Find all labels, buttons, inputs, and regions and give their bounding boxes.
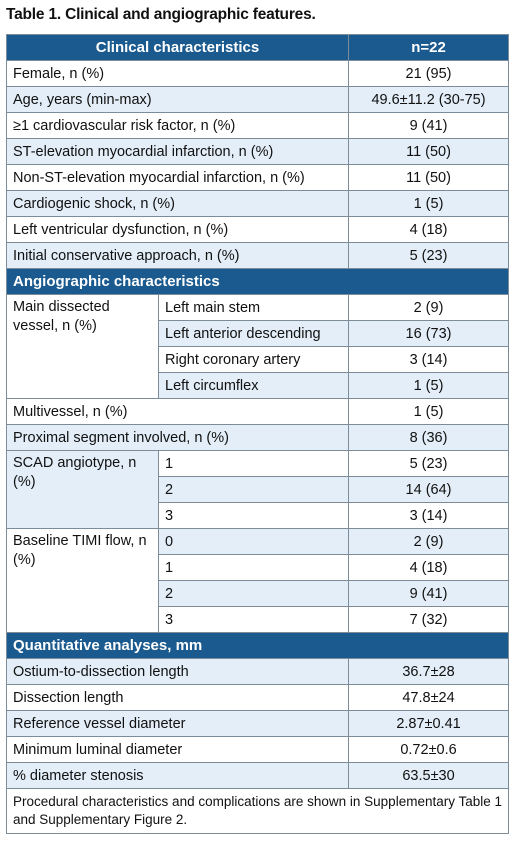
row-label: Non-ST-elevation myocardial infarction, …	[5, 164, 350, 191]
row-value: 4 (18)	[348, 554, 510, 581]
row-value: 1 (5)	[348, 398, 510, 425]
row-sublabel: Left circumflex	[157, 372, 350, 399]
table-row: Left ventricular dysfunction, n (%) 4 (1…	[5, 216, 510, 243]
angiotype-label: SCAD angiotype, n (%)	[6, 450, 159, 529]
table-row: Female, n (%) 21 (95)	[5, 60, 510, 87]
row-value: 2 (9)	[348, 528, 510, 555]
footnote-row: Procedural characteristics and complicat…	[5, 788, 510, 834]
table-row: Left circumflex 1 (5)	[7, 372, 510, 399]
table-row: Dissection length 47.8±24	[5, 684, 510, 711]
row-sublabel: 3	[157, 502, 350, 529]
row-value: 5 (23)	[348, 242, 510, 269]
row-sublabel: 2	[157, 476, 350, 503]
table-row: SCAD angiotype, n (%) 1 5 (23)	[6, 450, 510, 529]
row-sublabel: 1	[157, 450, 350, 477]
table-row: ≥1 cardiovascular risk factor, n (%) 9 (…	[5, 112, 510, 139]
row-value: 7 (32)	[348, 606, 510, 633]
clinical-header: Clinical characteristics	[5, 34, 350, 61]
table-row: Multivessel, n (%) 1 (5)	[5, 398, 510, 425]
row-value: 2.87±0.41	[348, 710, 510, 737]
quant-header-row: Quantitative analyses, mm	[5, 632, 510, 659]
row-sublabel: Left main stem	[157, 294, 350, 321]
row-value: 11 (50)	[348, 138, 510, 165]
footnote: Procedural characteristics and complicat…	[5, 788, 510, 834]
row-label: Proximal segment involved, n (%)	[5, 424, 350, 451]
table-row: 3 7 (32)	[7, 606, 510, 633]
table-row: ST-elevation myocardial infarction, n (%…	[5, 138, 510, 165]
table-row: 2 9 (41)	[7, 580, 510, 607]
row-label: ST-elevation myocardial infarction, n (%…	[5, 138, 350, 165]
table-row: Main dissected vessel, n (%) Left main s…	[6, 294, 510, 399]
row-label: % diameter stenosis	[5, 762, 350, 789]
row-label: Cardiogenic shock, n (%)	[5, 190, 350, 217]
row-value: 16 (73)	[348, 320, 510, 347]
row-label: Multivessel, n (%)	[5, 398, 350, 425]
row-label: Age, years (min-max)	[5, 86, 350, 113]
row-label: Initial conservative approach, n (%)	[5, 242, 350, 269]
row-value: 21 (95)	[348, 60, 510, 87]
table-row: Left anterior descending 16 (73)	[7, 320, 510, 347]
row-sublabel: 2	[157, 580, 350, 607]
row-value: 5 (23)	[348, 450, 510, 477]
table-row: Initial conservative approach, n (%) 5 (…	[5, 242, 510, 269]
table-row: Age, years (min-max) 49.6±11.2 (30-75)	[5, 86, 510, 113]
table-row: Baseline TIMI flow, n (%) 0 2 (9)	[6, 528, 510, 633]
table-row: Non-ST-elevation myocardial infarction, …	[5, 164, 510, 191]
row-value: 36.7±28	[348, 658, 510, 685]
row-value: 14 (64)	[348, 476, 510, 503]
row-value: 9 (41)	[348, 580, 510, 607]
table-row: Cardiogenic shock, n (%) 1 (5)	[5, 190, 510, 217]
row-label: Dissection length	[5, 684, 350, 711]
row-label: Female, n (%)	[5, 60, 350, 87]
row-value: 11 (50)	[348, 164, 510, 191]
row-value: 2 (9)	[348, 294, 510, 321]
row-sublabel: 1	[157, 554, 350, 581]
row-value: 1 (5)	[348, 190, 510, 217]
timi-label: Baseline TIMI flow, n (%)	[6, 528, 159, 633]
row-sublabel: Right coronary artery	[157, 346, 350, 373]
table-row: Proximal segment involved, n (%) 8 (36)	[5, 424, 510, 451]
row-value: 9 (41)	[348, 112, 510, 139]
row-label: ≥1 cardiovascular risk factor, n (%)	[5, 112, 350, 139]
table-row: 1 4 (18)	[7, 554, 510, 581]
quant-header: Quantitative analyses, mm	[5, 632, 510, 659]
row-sublabel: 0	[157, 528, 350, 555]
row-value: 0.72±0.6	[348, 736, 510, 763]
row-value: 63.5±30	[348, 762, 510, 789]
features-table: Clinical characteristics n=22 Female, n …	[5, 34, 510, 834]
table-caption: Table 1. Clinical and angiographic featu…	[6, 6, 316, 23]
table-row: % diameter stenosis 63.5±30	[5, 762, 510, 789]
row-sublabel: 3	[157, 606, 350, 633]
n-header: n=22	[348, 34, 510, 61]
main-vessel-label: Main dissected vessel, n (%)	[6, 294, 159, 399]
table-row: Ostium-to-dissection length 36.7±28	[5, 658, 510, 685]
angio-header-row: Angiographic characteristics	[5, 268, 510, 295]
row-value: 49.6±11.2 (30-75)	[348, 86, 510, 113]
row-sublabel: Left anterior descending	[157, 320, 350, 347]
row-value: 8 (36)	[348, 424, 510, 451]
row-label: Reference vessel diameter	[5, 710, 350, 737]
table-row: Reference vessel diameter 2.87±0.41	[5, 710, 510, 737]
row-label: Ostium-to-dissection length	[5, 658, 350, 685]
table-row: Minimum luminal diameter 0.72±0.6	[5, 736, 510, 763]
row-value: 1 (5)	[348, 372, 510, 399]
table-row: 2 14 (64)	[7, 476, 510, 503]
row-label: Minimum luminal diameter	[5, 736, 350, 763]
row-value: 4 (18)	[348, 216, 510, 243]
clinical-header-row: Clinical characteristics n=22	[5, 34, 510, 61]
row-value: 3 (14)	[348, 346, 510, 373]
angio-header: Angiographic characteristics	[5, 268, 510, 295]
row-value: 3 (14)	[348, 502, 510, 529]
row-value: 47.8±24	[348, 684, 510, 711]
row-label: Left ventricular dysfunction, n (%)	[5, 216, 350, 243]
